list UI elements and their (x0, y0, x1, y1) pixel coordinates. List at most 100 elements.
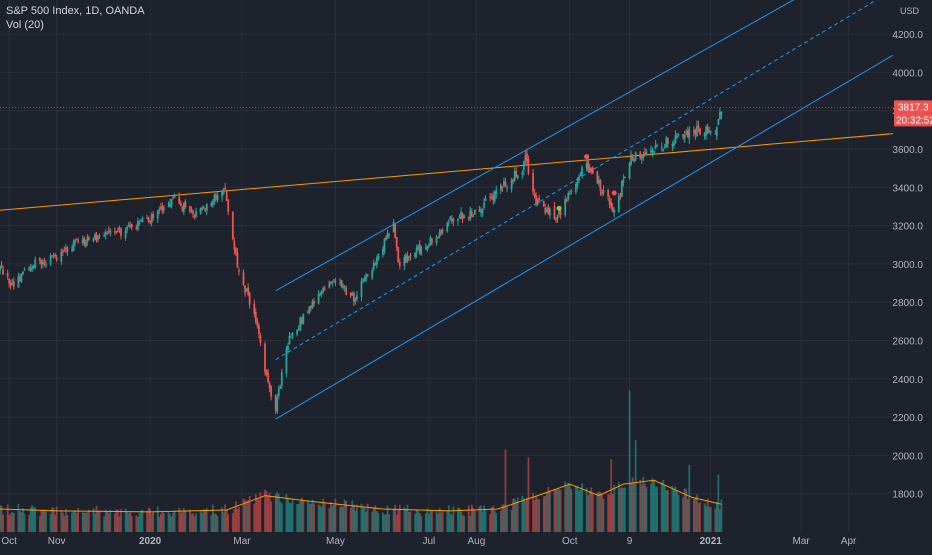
volume-bar (117, 509, 119, 532)
candle-body (677, 134, 680, 136)
volume-bar (340, 506, 343, 532)
candle-body (555, 218, 557, 221)
candle-body (178, 196, 181, 204)
candle-body (213, 194, 216, 202)
price-tick-label: 1800.0 (892, 490, 923, 501)
candle-body (553, 206, 556, 219)
volume-bar (720, 499, 723, 532)
symbol-title[interactable]: S&P 500 Index, 1D, OANDA (6, 5, 145, 17)
volume-bar (545, 492, 548, 532)
candle-body (158, 209, 161, 211)
candle-body (109, 230, 112, 234)
volume-bar (527, 457, 530, 532)
candle-body (591, 167, 594, 174)
candle-body (630, 154, 632, 165)
volume-bar (478, 506, 481, 532)
countdown-label: 20:32:52 (896, 115, 932, 126)
candle-body (22, 271, 24, 275)
candle-body (52, 255, 55, 257)
volume-bar (103, 516, 106, 532)
volume-bar (651, 478, 654, 532)
candle-body (345, 287, 348, 295)
volume-bar (601, 493, 603, 532)
signal-marker (556, 205, 562, 211)
volume-bar (692, 498, 695, 532)
volume-bar (450, 514, 453, 532)
volume-bar (288, 502, 291, 532)
candle-body (210, 203, 213, 206)
volume-bar (602, 498, 605, 532)
volume-bar (127, 513, 130, 532)
candle-body (385, 237, 387, 240)
candle-body (663, 147, 666, 149)
currency-label: USD (900, 6, 920, 16)
volume-bar (113, 513, 116, 532)
candle-body (631, 155, 634, 161)
volume-bar (714, 508, 717, 532)
volume-bar (158, 516, 161, 532)
volume-bar (431, 510, 433, 532)
candle-body (480, 211, 482, 213)
candle-body (149, 220, 152, 222)
volume-indicator-title[interactable]: Vol (20) (6, 19, 44, 31)
volume-bar (708, 506, 711, 532)
candle-body (170, 198, 173, 206)
price-tick-label: 2600.0 (892, 337, 923, 348)
volume-bar (522, 497, 525, 532)
candle-body (97, 236, 99, 240)
volume-bar (699, 502, 701, 532)
volume-bar (320, 506, 323, 532)
candle-body (665, 138, 668, 148)
volume-bar (34, 507, 37, 532)
candle-body (319, 293, 322, 295)
volume-bar (287, 498, 289, 532)
candle-body (138, 222, 141, 224)
candle-body (611, 206, 614, 213)
volume-bar (129, 511, 132, 532)
volume-bar (463, 515, 466, 532)
volume-bar (31, 505, 34, 532)
candle-body (245, 289, 248, 291)
volume-bar (674, 486, 677, 532)
volume-bar (663, 484, 666, 532)
volume-bar (596, 492, 599, 532)
candle-body (467, 217, 470, 219)
volume-bar (147, 507, 150, 532)
time-tick-label: 2021 (700, 536, 723, 547)
candle-body (406, 255, 409, 261)
candle-body (469, 210, 472, 220)
volume-bar (643, 483, 646, 532)
candle-body (420, 246, 423, 255)
candle-body (277, 388, 280, 396)
volume-bar (45, 511, 47, 532)
candle-body (317, 293, 320, 304)
volume-bar (662, 479, 665, 532)
candle-body (173, 196, 176, 198)
volume-bar (703, 503, 706, 532)
candle-body (161, 206, 164, 212)
candle-body (429, 237, 432, 246)
candle-body (522, 160, 525, 171)
volume-bar (247, 500, 250, 532)
candlesticks (0, 107, 723, 414)
candle-body (343, 286, 346, 288)
volume-bar (365, 511, 367, 532)
candle-body (703, 134, 706, 137)
volume-bar (333, 504, 335, 532)
volume-bar (313, 503, 315, 532)
volume-bar (343, 499, 346, 532)
candle-body (95, 233, 98, 241)
volume-bar (599, 492, 602, 532)
candle-body (74, 240, 76, 244)
volume-bar (54, 514, 57, 532)
candle-body (653, 150, 655, 154)
candle-body (311, 301, 314, 307)
volume-bar (259, 492, 262, 532)
volume-bar (71, 512, 73, 532)
candle-body (84, 241, 87, 247)
volume-bar (685, 489, 688, 532)
candle-body (23, 268, 26, 270)
volume-bar (526, 497, 528, 532)
